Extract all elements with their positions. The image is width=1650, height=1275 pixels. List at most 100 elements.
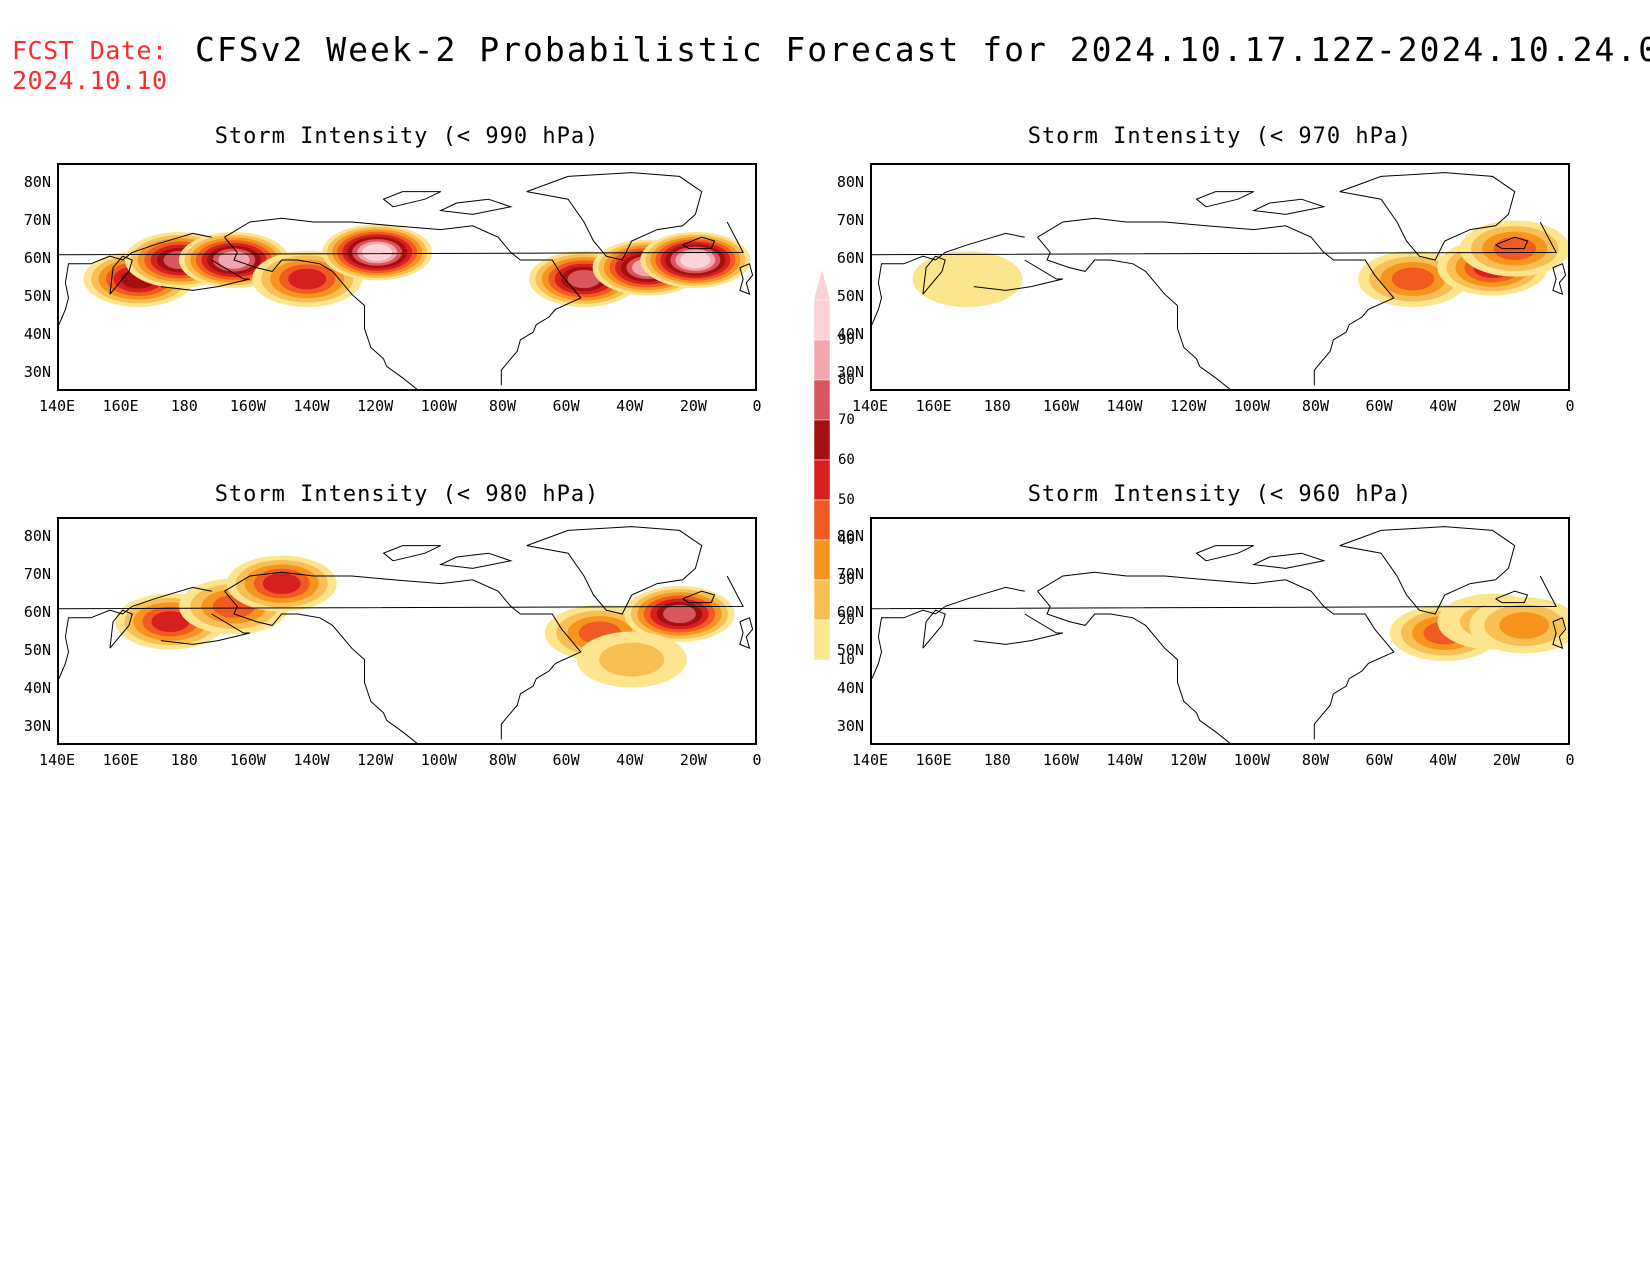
colorbar-swatch <box>813 539 831 581</box>
coastline <box>1495 590 1529 604</box>
lon-tick-label: 120W <box>357 751 394 769</box>
coastline <box>1552 617 1567 650</box>
lat-tick-label: 80N <box>836 173 864 191</box>
coastline <box>872 586 1025 679</box>
lat-tick-label: 50N <box>23 287 51 305</box>
lon-tick-label: 100W <box>1233 751 1270 769</box>
coastline <box>739 617 754 650</box>
coastline <box>109 255 133 295</box>
colorbar-swatch <box>813 459 831 501</box>
colorbar-label: 60 <box>838 452 855 468</box>
coastline <box>872 221 1557 256</box>
lon-tick-label: 0 <box>752 397 762 415</box>
map-panel <box>870 517 1570 745</box>
lon-tick-label: 0 <box>1565 397 1575 415</box>
coastline <box>1037 217 1395 386</box>
colorbar-label: 30 <box>838 572 855 588</box>
lon-tick-label: 140E <box>851 397 889 415</box>
lon-tick-label: 120W <box>357 397 394 415</box>
lon-tick-label: 100W <box>1233 397 1270 415</box>
coastline <box>382 191 442 208</box>
lon-tick-label: 160E <box>102 397 139 415</box>
lat-tick-label: 50N <box>23 641 51 659</box>
lon-tick-label: 160W <box>229 751 266 769</box>
coastline <box>922 255 946 295</box>
coastline <box>160 613 251 645</box>
colorbar-swatch <box>813 419 831 461</box>
coastline <box>973 613 1064 645</box>
probability-contour <box>663 604 696 624</box>
lat-tick-label: 30N <box>23 363 51 381</box>
lat-tick-label: 70N <box>23 211 51 229</box>
coastline <box>224 590 418 743</box>
lon-tick-label: 20W <box>679 397 707 415</box>
coastline <box>59 232 212 325</box>
lon-tick-label: 60W <box>1365 397 1393 415</box>
coastline <box>682 590 716 604</box>
lon-tick-label: 40W <box>1429 751 1457 769</box>
probability-contour <box>151 611 190 632</box>
lon-tick-label: 80W <box>488 751 516 769</box>
probability-contour <box>362 243 393 261</box>
lat-tick-label: 30N <box>23 717 51 735</box>
lat-tick-label: 40N <box>23 325 51 343</box>
lat-tick-label: 50N <box>836 287 864 305</box>
colorbar-label: 10 <box>838 652 855 668</box>
coastline <box>224 217 582 386</box>
map-panel <box>57 517 757 745</box>
map-panel <box>57 163 757 391</box>
lat-tick-label: 70N <box>836 211 864 229</box>
map-svg <box>59 526 754 743</box>
colorbar-label: 70 <box>838 412 855 428</box>
coastline <box>1339 172 1516 261</box>
lon-tick-label: 80W <box>1301 397 1329 415</box>
lon-tick-label: 140E <box>851 751 889 769</box>
colorbar-swatch <box>813 619 831 661</box>
coastline <box>59 575 744 610</box>
coastline <box>1495 236 1529 250</box>
lon-tick-label: 60W <box>552 751 580 769</box>
coastline <box>224 236 418 389</box>
lat-tick-label: 80N <box>23 173 51 191</box>
lon-tick-label: 40W <box>616 397 644 415</box>
lon-tick-label: 160E <box>915 751 952 769</box>
lat-tick-label: 80N <box>836 527 864 545</box>
probability-contour <box>288 268 327 290</box>
lon-tick-label: 140E <box>38 397 76 415</box>
probability-contour <box>567 269 601 289</box>
probability-contour <box>1391 267 1435 291</box>
coastline <box>59 586 212 679</box>
colorbar-label: 50 <box>838 492 855 508</box>
fcst-date: 2024.10.10 <box>12 66 168 95</box>
coastline <box>1339 526 1516 615</box>
lat-tick-label: 60N <box>836 603 864 621</box>
coastline <box>739 263 754 296</box>
lon-tick-label: 120W <box>1170 751 1207 769</box>
lon-tick-label: 140W <box>1106 751 1143 769</box>
lon-tick-label: 140W <box>1106 397 1143 415</box>
lat-tick-label: 60N <box>23 249 51 267</box>
fcst-label: FCST Date: <box>12 36 168 65</box>
colorbar-swatch <box>813 299 831 341</box>
lat-tick-label: 40N <box>836 679 864 697</box>
lat-tick-label: 40N <box>23 679 51 697</box>
coastline <box>1037 236 1231 389</box>
coastline <box>160 259 251 291</box>
lon-tick-label: 60W <box>1365 751 1393 769</box>
lon-tick-label: 140E <box>38 751 76 769</box>
coastline <box>872 575 1557 610</box>
coastline <box>109 609 133 649</box>
coastline <box>526 526 703 615</box>
lon-tick-label: 20W <box>1492 397 1520 415</box>
coastline <box>1195 545 1255 562</box>
coastline <box>224 571 582 740</box>
lon-tick-label: 160W <box>1042 751 1079 769</box>
colorbar-label: 80 <box>838 372 855 388</box>
panel-title: Storm Intensity (< 990 hPa) <box>214 124 600 149</box>
fcst-date-label: FCST Date: 2024.10.10 <box>12 36 168 96</box>
coastline <box>1252 198 1326 215</box>
lat-tick-label: 40N <box>836 325 864 343</box>
lon-tick-label: 180 <box>983 751 1011 769</box>
map-svg <box>872 526 1568 743</box>
lat-tick-label: 30N <box>836 717 864 735</box>
